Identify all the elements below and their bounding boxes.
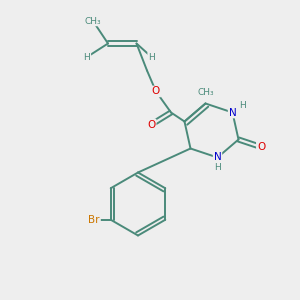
- Text: O: O: [147, 119, 156, 130]
- Text: O: O: [257, 142, 265, 152]
- Text: CH₃: CH₃: [197, 88, 214, 97]
- Text: O: O: [152, 86, 160, 97]
- Text: H: H: [84, 52, 90, 62]
- Text: H: H: [148, 52, 155, 62]
- Text: N: N: [214, 152, 221, 163]
- Text: Br: Br: [88, 215, 100, 225]
- Text: H: H: [240, 100, 246, 109]
- Text: CH₃: CH₃: [85, 16, 101, 26]
- Text: N: N: [229, 107, 236, 118]
- Text: H: H: [214, 164, 221, 172]
